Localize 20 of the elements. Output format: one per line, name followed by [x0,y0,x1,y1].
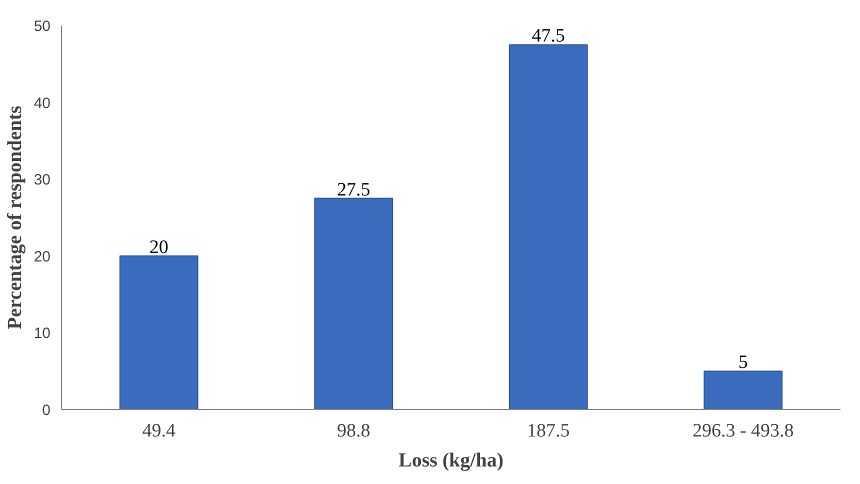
bar [704,370,783,410]
bar [314,198,394,410]
x-tick-label: 296.3 - 493.8 [692,420,794,442]
y-tick-label: 20 [34,248,51,266]
y-tick-label: 30 [34,172,51,189]
x-tick-label: 187.5 [527,420,570,442]
data-label: 20 [149,236,168,258]
y-tick-label: 40 [34,94,51,112]
data-label: 5 [738,352,748,374]
x-tick-label: 49.4 [142,420,176,442]
bar [119,255,198,410]
x-axis-title: Loss (kg/ha) [398,450,504,472]
data-label: 47.5 [532,26,565,47]
y-axis-title: Percentage of respondents [4,105,26,330]
y-tick-label: 10 [34,325,51,342]
y-tick-label: 0 [42,402,50,419]
y-tick-label: 50 [34,18,51,35]
x-tick-label: 98.8 [337,420,370,442]
data-label: 27.5 [337,179,370,200]
bar [508,44,588,410]
